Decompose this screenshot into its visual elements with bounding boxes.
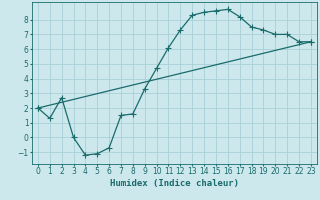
- X-axis label: Humidex (Indice chaleur): Humidex (Indice chaleur): [110, 179, 239, 188]
